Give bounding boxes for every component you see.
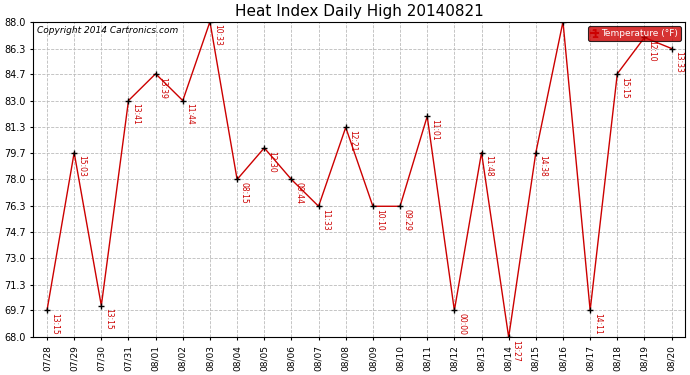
Text: 10:33: 10:33	[213, 24, 221, 46]
Text: 11:44: 11:44	[186, 104, 195, 125]
Text: Copyright 2014 Cartronics.com: Copyright 2014 Cartronics.com	[37, 27, 178, 36]
Text: 11:48: 11:48	[484, 155, 493, 177]
Text: 15:15: 15:15	[620, 76, 629, 98]
Text: 11:33: 11:33	[322, 209, 331, 231]
Text: 14:38: 14:38	[539, 155, 548, 177]
Text: 09:44: 09:44	[294, 182, 303, 204]
Text: 08:15: 08:15	[240, 182, 249, 204]
Text: 14:11: 14:11	[593, 313, 602, 335]
Text: 10:10: 10:10	[375, 209, 384, 231]
Text: 13:39: 13:39	[159, 76, 168, 98]
Text: 11:01: 11:01	[430, 119, 439, 141]
Legend: Temperature (°F): Temperature (°F)	[589, 26, 680, 40]
Text: 13:15: 13:15	[104, 308, 113, 330]
Title: Heat Index Daily High 20140821: Heat Index Daily High 20140821	[235, 4, 484, 19]
Text: 13:41: 13:41	[131, 104, 140, 125]
Text: 12:21: 12:21	[348, 130, 357, 152]
Text: 09:29: 09:29	[403, 209, 412, 231]
Text: 13:15: 13:15	[50, 313, 59, 335]
Text: 12:10: 12:10	[647, 40, 656, 62]
Text: 00:00: 00:00	[457, 313, 466, 335]
Text: 15:03: 15:03	[77, 155, 86, 177]
Text: 12:30: 12:30	[267, 151, 276, 172]
Text: 13:27: 13:27	[511, 340, 520, 362]
Text: 13:33: 13:33	[674, 51, 683, 73]
